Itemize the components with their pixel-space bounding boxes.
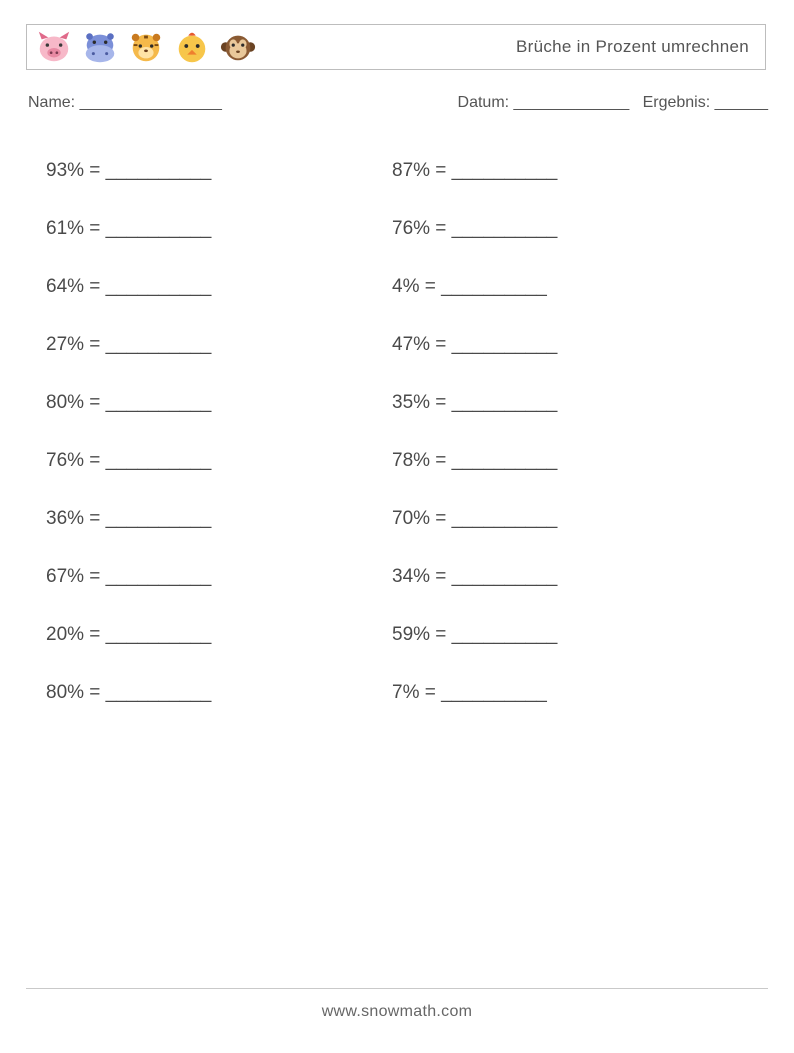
problem-right: 76% = __________ — [392, 218, 738, 240]
problem-right: 70% = __________ — [392, 508, 738, 530]
problem-row: 76% = __________78% = __________ — [46, 432, 746, 490]
hippo-icon — [81, 28, 119, 66]
problem-left: 27% = __________ — [46, 334, 392, 356]
monkey-icon — [219, 28, 257, 66]
problem-right: 47% = __________ — [392, 334, 738, 356]
problem-row: 93% = __________87% = __________ — [46, 142, 746, 200]
problem-row: 80% = __________7% = __________ — [46, 664, 746, 722]
problem-right: 59% = __________ — [392, 624, 738, 646]
problem-left: 76% = __________ — [46, 450, 392, 472]
problem-row: 67% = __________34% = __________ — [46, 548, 746, 606]
problem-row: 64% = __________4% = __________ — [46, 258, 746, 316]
meta-right: Datum: _____________ Ergebnis: ______ — [458, 94, 768, 112]
datum-field: Datum: _____________ — [458, 94, 630, 111]
problem-left: 93% = __________ — [46, 160, 392, 182]
problem-left: 80% = __________ — [46, 682, 392, 704]
problem-right: 7% = __________ — [392, 682, 738, 704]
problem-left: 67% = __________ — [46, 566, 392, 588]
worksheet-page: Brüche in Prozent umrechnen Name: ______… — [0, 0, 794, 1053]
chick-icon — [173, 28, 211, 66]
problem-right: 78% = __________ — [392, 450, 738, 472]
problem-row: 80% = __________35% = __________ — [46, 374, 746, 432]
footer-rule — [26, 988, 768, 989]
problem-left: 36% = __________ — [46, 508, 392, 530]
pig-icon — [35, 28, 73, 66]
problem-left: 80% = __________ — [46, 392, 392, 414]
meta-row: Name: ________________ Datum: __________… — [28, 94, 768, 112]
problem-left: 61% = __________ — [46, 218, 392, 240]
problem-right: 34% = __________ — [392, 566, 738, 588]
problem-row: 27% = __________47% = __________ — [46, 316, 746, 374]
worksheet-title: Brüche in Prozent umrechnen — [516, 37, 749, 57]
problem-row: 36% = __________70% = __________ — [46, 490, 746, 548]
ergebnis-field: Ergebnis: ______ — [643, 94, 768, 111]
tiger-icon — [127, 28, 165, 66]
problems-grid: 93% = __________87% = __________61% = __… — [46, 142, 746, 722]
problem-right: 87% = __________ — [392, 160, 738, 182]
problem-row: 20% = __________59% = __________ — [46, 606, 746, 664]
header-icons — [35, 28, 257, 66]
header-box: Brüche in Prozent umrechnen — [26, 24, 766, 70]
problem-right: 35% = __________ — [392, 392, 738, 414]
problem-row: 61% = __________76% = __________ — [46, 200, 746, 258]
name-field: Name: ________________ — [28, 94, 222, 112]
problem-right: 4% = __________ — [392, 276, 738, 298]
footer-text: www.snowmath.com — [0, 1003, 794, 1021]
problem-left: 20% = __________ — [46, 624, 392, 646]
problem-left: 64% = __________ — [46, 276, 392, 298]
